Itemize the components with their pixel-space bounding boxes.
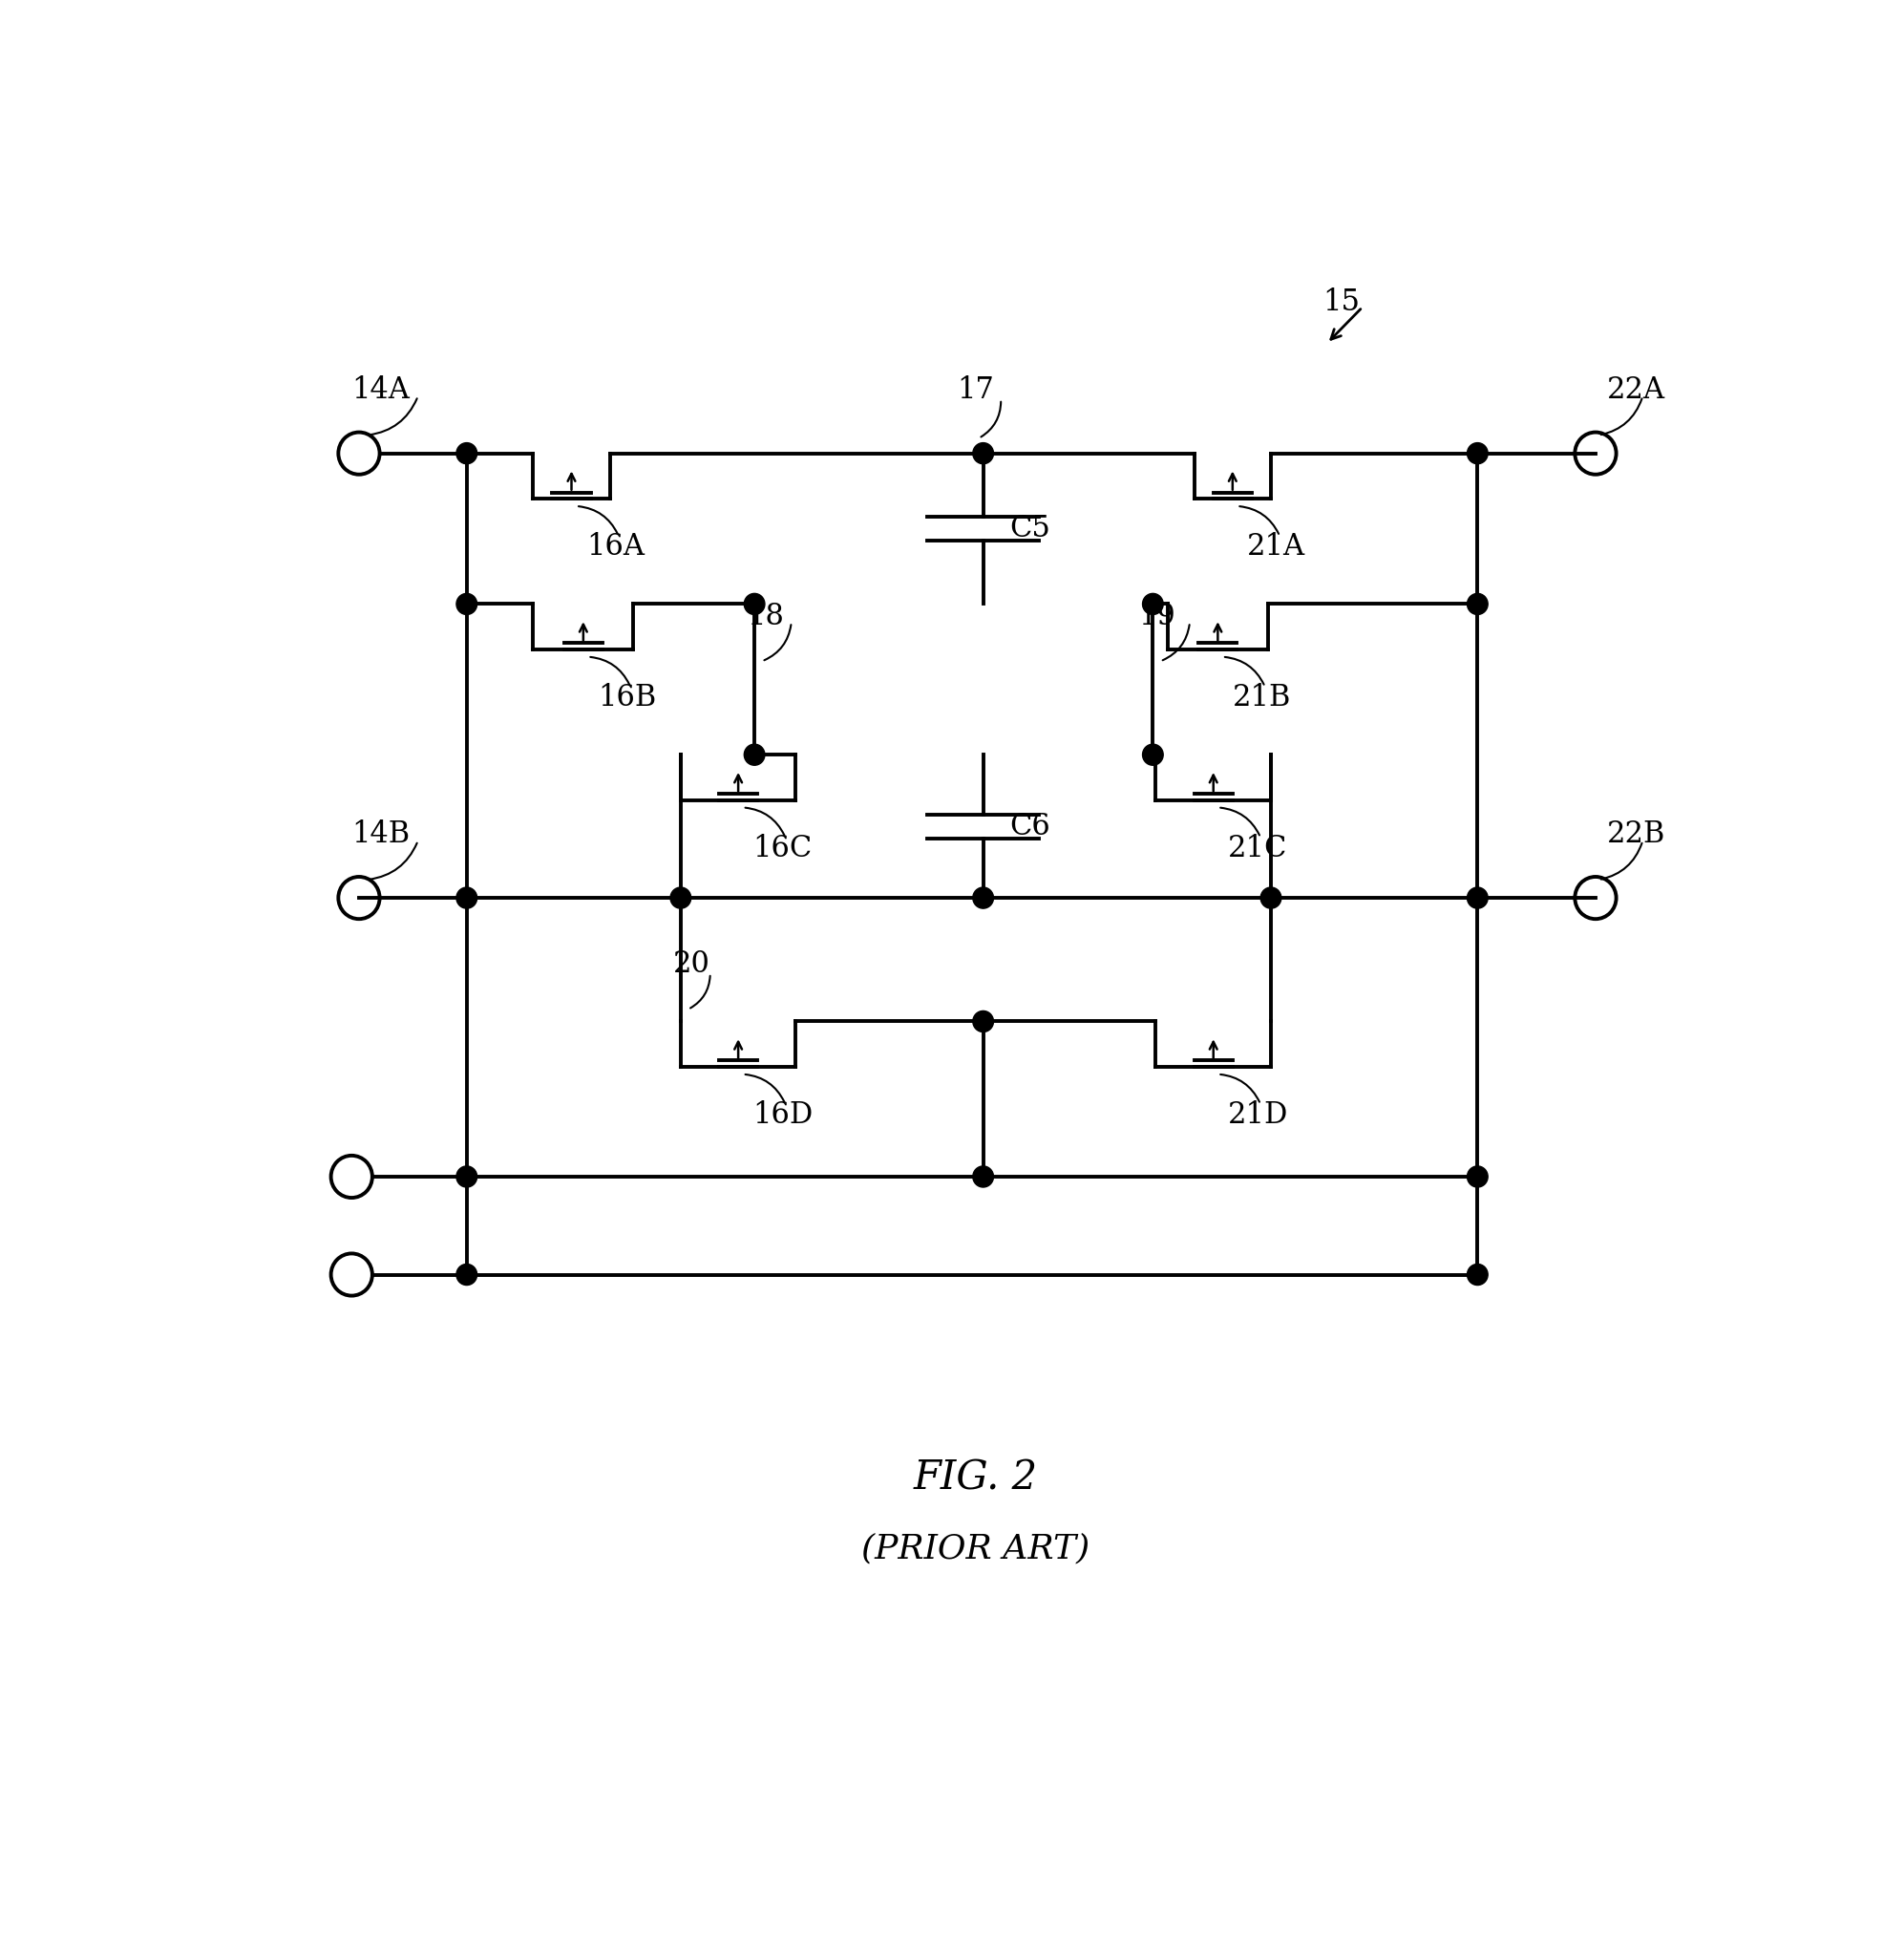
Circle shape (457, 593, 478, 614)
Text: 16D: 16D (752, 1100, 813, 1129)
Circle shape (973, 1166, 994, 1188)
Text: 21D: 21D (1228, 1100, 1289, 1129)
Circle shape (1142, 593, 1163, 614)
Circle shape (973, 887, 994, 908)
Text: 16C: 16C (752, 834, 813, 863)
Text: 22A: 22A (1607, 376, 1666, 405)
Circle shape (973, 442, 994, 464)
Text: 16A: 16A (586, 532, 644, 562)
Text: 19: 19 (1139, 601, 1175, 630)
Circle shape (1142, 744, 1163, 765)
Text: C6: C6 (1009, 812, 1051, 842)
Text: 20: 20 (674, 949, 710, 978)
Text: 15: 15 (1323, 288, 1359, 317)
Text: 17: 17 (956, 376, 994, 405)
Text: (PRIOR ART): (PRIOR ART) (863, 1532, 1089, 1566)
Circle shape (457, 887, 478, 908)
Text: 22B: 22B (1607, 820, 1666, 849)
Circle shape (1468, 1264, 1487, 1286)
Circle shape (1468, 442, 1487, 464)
Circle shape (457, 1264, 478, 1286)
Text: 21B: 21B (1232, 683, 1291, 712)
Text: 21C: 21C (1228, 834, 1287, 863)
Circle shape (744, 593, 765, 614)
Text: 14A: 14A (352, 376, 409, 405)
Text: FIG. 2: FIG. 2 (914, 1458, 1038, 1497)
Circle shape (973, 1012, 994, 1031)
Text: 21A: 21A (1247, 532, 1306, 562)
Circle shape (1468, 593, 1487, 614)
Circle shape (1260, 887, 1281, 908)
Circle shape (670, 887, 691, 908)
Text: 18: 18 (746, 601, 784, 630)
Circle shape (1468, 887, 1487, 908)
Text: 16B: 16B (598, 683, 657, 712)
Circle shape (744, 744, 765, 765)
Circle shape (457, 1166, 478, 1188)
Circle shape (1468, 1166, 1487, 1188)
Circle shape (457, 442, 478, 464)
Text: 14B: 14B (352, 820, 409, 849)
Text: C5: C5 (1009, 515, 1051, 544)
